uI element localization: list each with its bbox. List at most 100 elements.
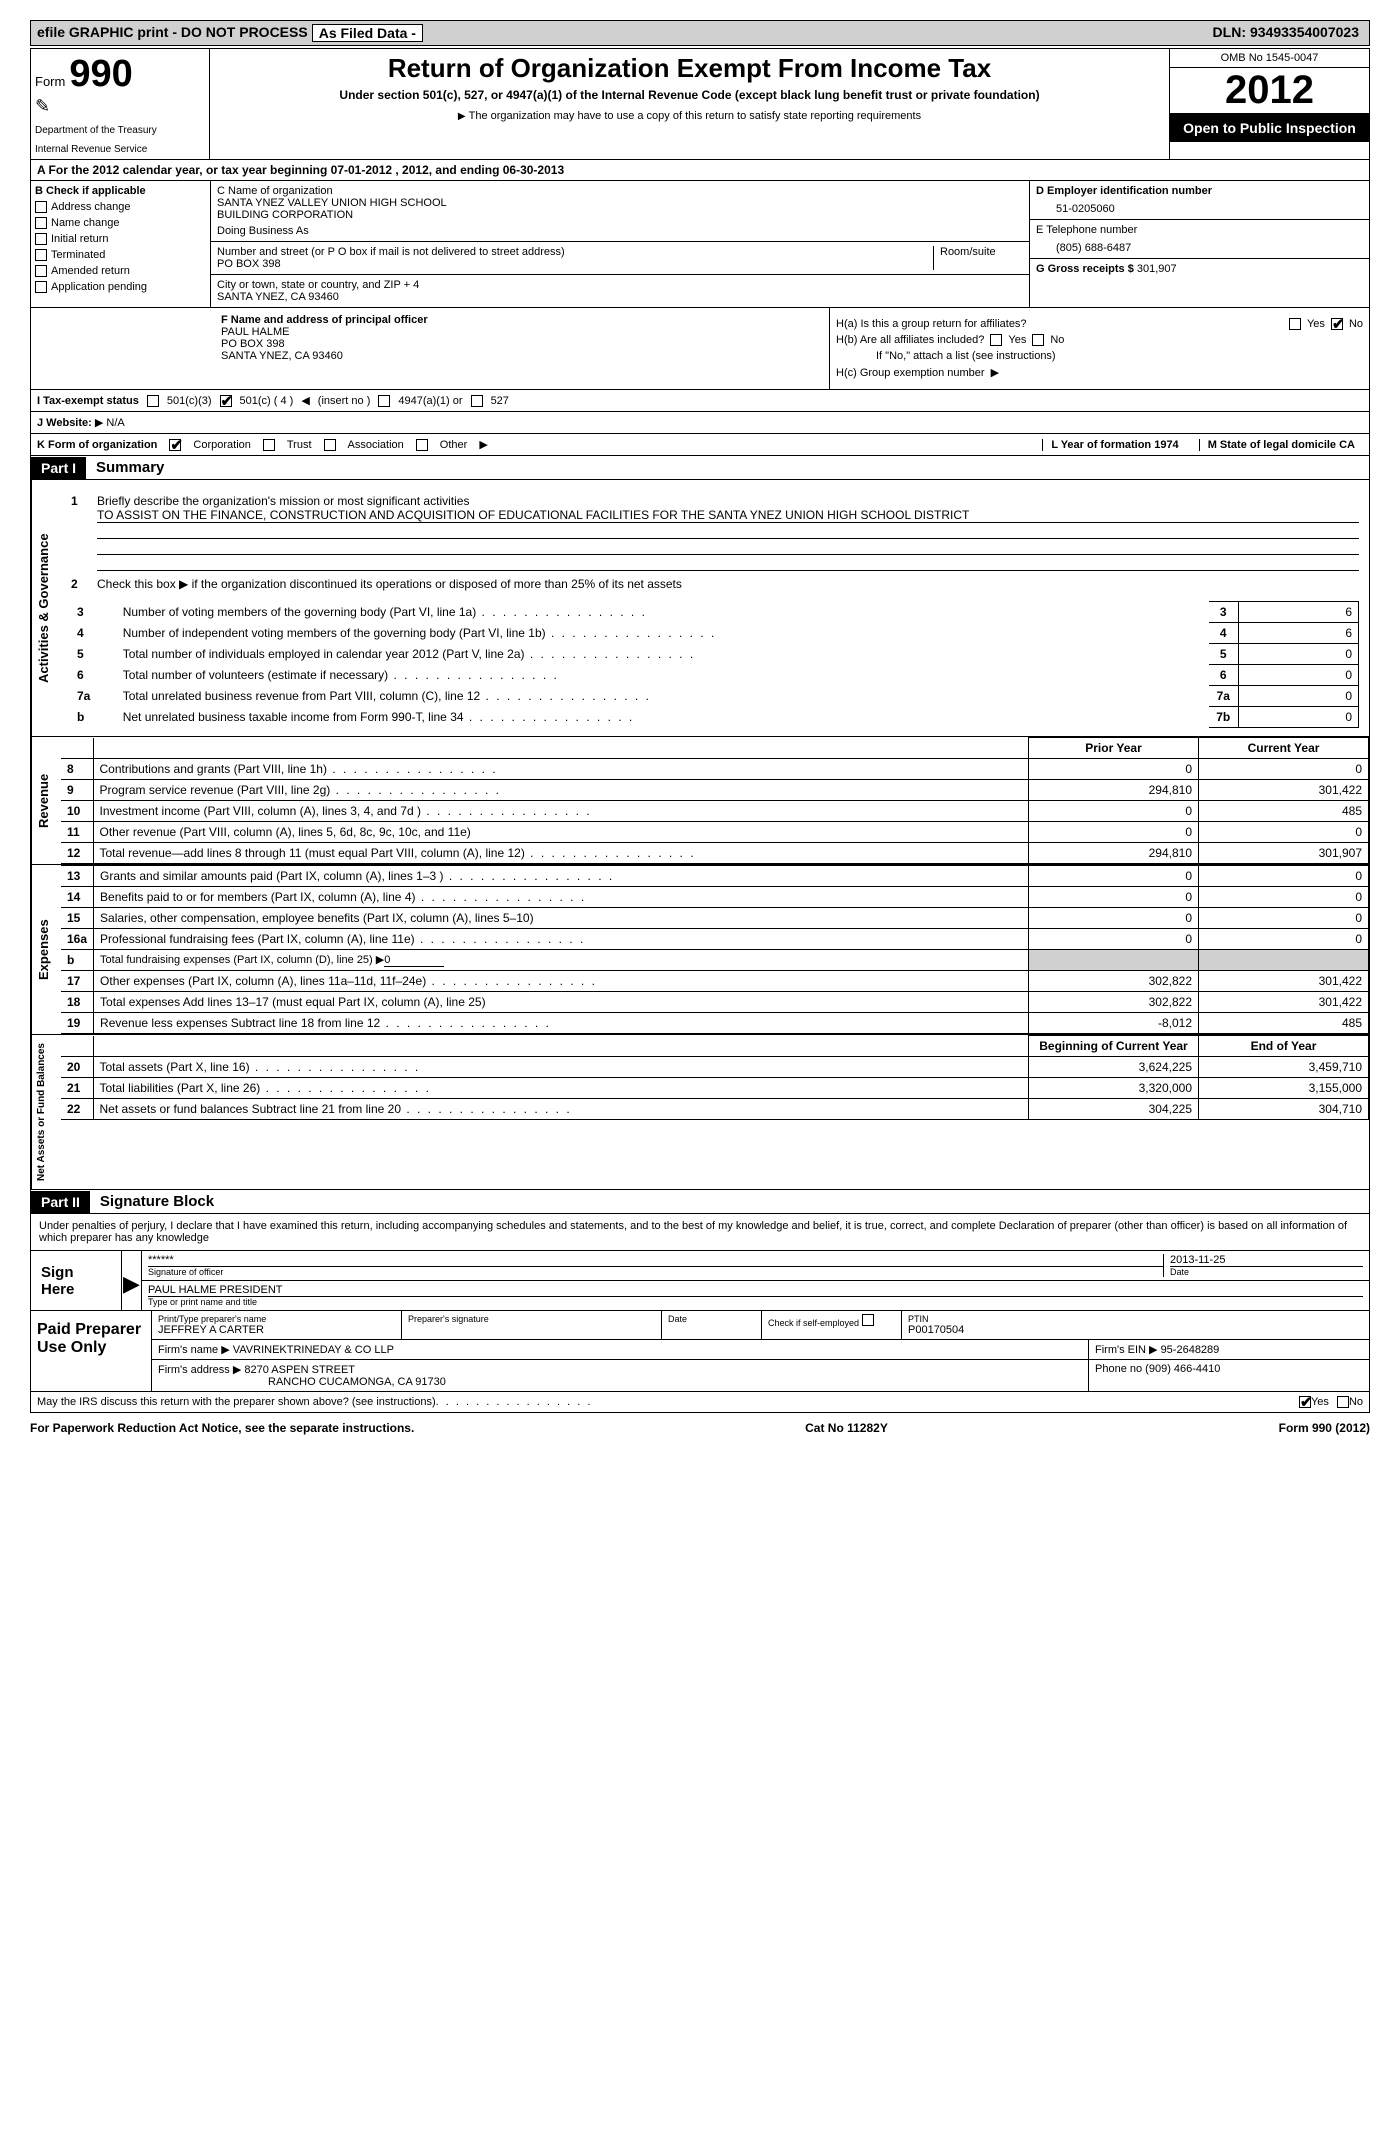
phone-value: (805) 688-6487 <box>1036 242 1363 254</box>
i-label: I Tax-exempt status <box>37 395 139 407</box>
name-title-lbl: Type or print name and title <box>148 1296 1363 1307</box>
org-name-1: SANTA YNEZ VALLEY UNION HIGH SCHOOL <box>217 197 1023 209</box>
room-label: Room/suite <box>933 246 1023 270</box>
footer-mid: Cat No 11282Y <box>805 1421 888 1435</box>
expenses-block: Expenses 13Grants and similar amounts pa… <box>30 865 1370 1035</box>
row-i: I Tax-exempt status 501(c)(3) 501(c) ( 4… <box>30 390 1370 412</box>
firm-name: VAVRINEKTRINEDAY & CO LLP <box>233 1344 394 1356</box>
summary-block: Activities & Governance 1 Briefly descri… <box>30 480 1370 737</box>
omb-number: OMB No 1545-0047 <box>1170 49 1369 68</box>
chk-assoc[interactable] <box>324 439 336 451</box>
officer-name-title: PAUL HALME PRESIDENT <box>148 1284 1363 1296</box>
part1-title: Summary <box>86 456 174 479</box>
ein-label: D Employer identification number <box>1036 185 1363 197</box>
hc-label: H(c) Group exemption number <box>836 367 985 379</box>
l2-text: Check this box ▶ if the organization dis… <box>97 577 1359 591</box>
form-number: 990 <box>69 53 132 96</box>
ptin-value: P00170504 <box>908 1324 1363 1336</box>
footer-left: For Paperwork Reduction Act Notice, see … <box>30 1421 414 1435</box>
dept-irs: Internal Revenue Service <box>35 144 205 155</box>
main-grid: B Check if applicable Address change Nam… <box>30 181 1370 308</box>
sig-stars: ****** <box>148 1254 1163 1266</box>
chk-discuss-yes[interactable] <box>1299 1396 1311 1408</box>
efile-label: efile GRAPHIC print - DO NOT PROCESS <box>37 24 308 42</box>
firm-addr2: RANCHO CUCAMONGA, CA 91730 <box>158 1376 1082 1388</box>
sig-declaration: Under penalties of perjury, I declare th… <box>30 1214 1370 1251</box>
officer-name: PAUL HALME <box>221 326 823 338</box>
city-label: City or town, state or country, and ZIP … <box>217 279 1023 291</box>
form-note: The organization may have to use a copy … <box>220 110 1159 122</box>
top-bar: efile GRAPHIC print - DO NOT PROCESS As … <box>30 20 1370 46</box>
j-label: J Website: <box>37 417 92 429</box>
open-public: Open to Public Inspection <box>1170 114 1369 142</box>
chk-hb-yes[interactable] <box>990 334 1002 346</box>
chk-amended[interactable] <box>35 265 47 277</box>
sig-of-officer: Signature of officer <box>148 1266 1163 1277</box>
chk-trust[interactable] <box>263 439 275 451</box>
firm-phone: (909) 466-4410 <box>1145 1363 1220 1375</box>
form-word: Form <box>35 74 65 89</box>
row-fh: F Name and address of principal officer … <box>30 308 1370 390</box>
sig-date-lbl: Date <box>1170 1266 1363 1277</box>
tax-year: 2012 <box>1170 68 1369 114</box>
chk-discuss-no[interactable] <box>1337 1396 1349 1408</box>
gross-label: G Gross receipts $ <box>1036 263 1134 275</box>
k-label: K Form of organization <box>37 439 157 451</box>
chk-527[interactable] <box>471 395 483 407</box>
chk-hb-no[interactable] <box>1032 334 1044 346</box>
column-c: C Name of organization SANTA YNEZ VALLEY… <box>211 181 1029 307</box>
revenue-block: Revenue Prior YearCurrent Year 8Contribu… <box>30 737 1370 865</box>
chk-501c3[interactable] <box>147 395 159 407</box>
chk-terminated[interactable] <box>35 249 47 261</box>
chk-4947[interactable] <box>378 395 390 407</box>
side-netassets: Net Assets or Fund Balances <box>31 1035 61 1189</box>
sign-here-label: Sign Here <box>31 1251 121 1310</box>
firm-ein: 95-2648289 <box>1161 1344 1220 1356</box>
chk-self-employed[interactable] <box>862 1314 874 1326</box>
hb-label: H(b) Are all affiliates included? <box>836 334 984 346</box>
dln-label: DLN: <box>1213 24 1246 42</box>
chk-address[interactable] <box>35 201 47 213</box>
section-a: A For the 2012 calendar year, or tax yea… <box>30 160 1370 181</box>
chk-ha-yes[interactable] <box>1289 318 1301 330</box>
chk-501c[interactable] <box>220 395 232 407</box>
phone-label: E Telephone number <box>1036 224 1363 236</box>
form-subtitle: Under section 501(c), 527, or 4947(a)(1)… <box>220 88 1159 102</box>
part2-title: Signature Block <box>90 1190 224 1213</box>
firm-addr1: 8270 ASPEN STREET <box>244 1364 355 1376</box>
chk-other[interactable] <box>416 439 428 451</box>
footer-right: Form 990 (2012) <box>1279 1421 1370 1435</box>
side-revenue: Revenue <box>31 737 61 864</box>
ein-value: 51-0205060 <box>1036 203 1363 215</box>
l1-text: TO ASSIST ON THE FINANCE, CONSTRUCTION A… <box>97 508 1359 523</box>
side-activities: Activities & Governance <box>31 480 61 736</box>
org-name-label: C Name of organization <box>217 185 1023 197</box>
chk-initial[interactable] <box>35 233 47 245</box>
sig-date-val: 2013-11-25 <box>1170 1254 1363 1266</box>
m-label: M State of legal domicile CA <box>1199 439 1363 451</box>
chk-ha-no[interactable] <box>1331 318 1343 330</box>
chk-corp[interactable] <box>169 439 181 451</box>
dba-label: Doing Business As <box>217 225 1023 237</box>
chk-name[interactable] <box>35 217 47 229</box>
column-b: B Check if applicable Address change Nam… <box>31 181 211 307</box>
form-title: Return of Organization Exempt From Incom… <box>220 53 1159 84</box>
part2-tag: Part II <box>31 1191 90 1213</box>
preparer-name: JEFFREY A CARTER <box>158 1324 395 1336</box>
officer-label: F Name and address of principal officer <box>221 314 823 326</box>
gross-value: 301,907 <box>1137 263 1177 275</box>
header-row: Form 990 ✎ Department of the Treasury In… <box>30 48 1370 160</box>
website-value: N/A <box>106 417 124 429</box>
footer: For Paperwork Reduction Act Notice, see … <box>30 1421 1370 1435</box>
addr-label: Number and street (or P O box if mail is… <box>217 246 933 258</box>
title-column: Return of Organization Exempt From Incom… <box>210 48 1170 160</box>
preparer-row: Paid Preparer Use Only Print/Type prepar… <box>30 1311 1370 1392</box>
ha-label: H(a) Is this a group return for affiliat… <box>836 318 1027 330</box>
part2-bar: Part II Signature Block <box>30 1190 1370 1214</box>
column-de: D Employer identification number 51-0205… <box>1029 181 1369 307</box>
preparer-label: Paid Preparer Use Only <box>31 1311 151 1391</box>
hb-note: If "No," attach a list (see instructions… <box>836 350 1363 362</box>
sign-here-row: Sign Here ▶ ****** Signature of officer … <box>30 1251 1370 1311</box>
netassets-block: Net Assets or Fund Balances Beginning of… <box>30 1035 1370 1190</box>
chk-pending[interactable] <box>35 281 47 293</box>
